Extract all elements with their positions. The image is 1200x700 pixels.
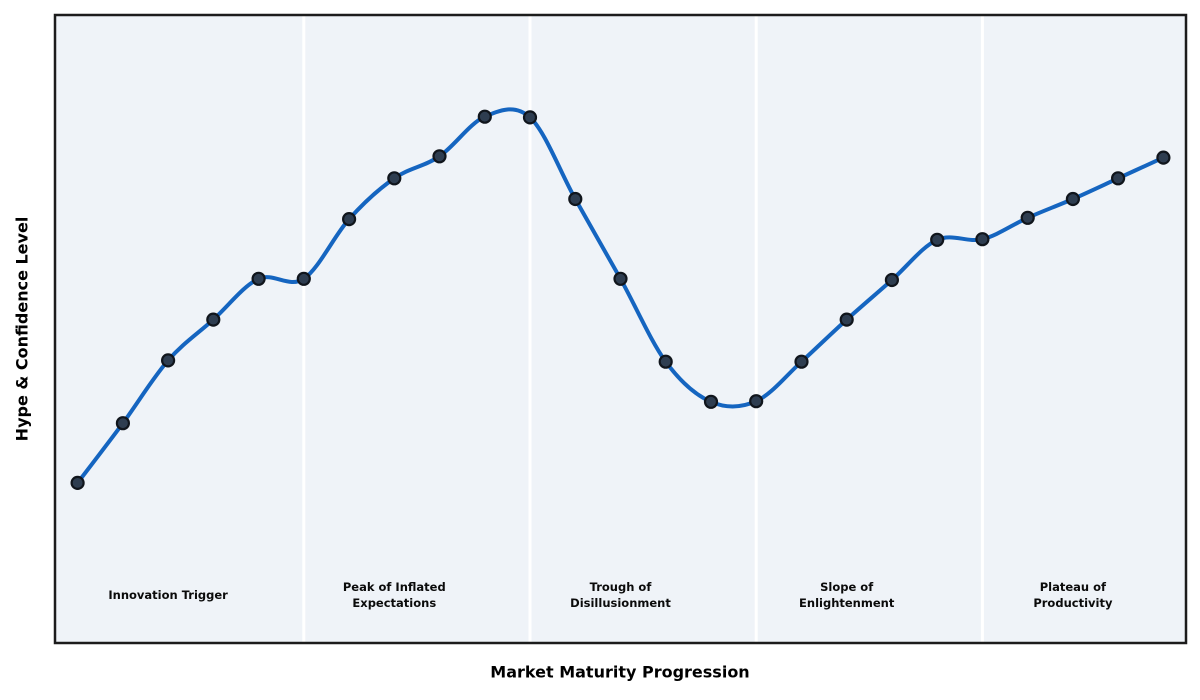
data-point-marker xyxy=(477,109,492,124)
phase-label-slope-of-enlightenment: Slope of Enlightenment xyxy=(799,580,895,610)
data-point-marker xyxy=(161,353,176,368)
plot-border xyxy=(53,13,1188,645)
data-point-marker xyxy=(1156,150,1171,165)
data-point-marker xyxy=(884,272,900,288)
data-point-marker xyxy=(342,212,357,227)
data-point-marker xyxy=(115,416,131,431)
data-point-marker xyxy=(975,232,990,247)
phase-separator xyxy=(302,15,306,643)
data-point-marker xyxy=(613,271,628,286)
data-point-marker xyxy=(703,394,719,409)
phase-label-innovation-trigger: Innovation Trigger xyxy=(108,588,228,602)
data-point-marker xyxy=(522,110,538,125)
phase-separator xyxy=(754,15,758,643)
phase-label-peak-of-inflated-expectations: Peak of Inflated Expectations xyxy=(342,580,446,610)
phase-label-plateau-of-productivity: Plateau of Productivity xyxy=(1033,580,1113,610)
phase-separator xyxy=(980,15,984,643)
data-point-marker xyxy=(1020,210,1035,225)
phase-label-trough-of-disillusionment: Trough of Disillusionment xyxy=(570,580,671,610)
data-point-marker xyxy=(70,475,85,490)
phase-separator xyxy=(528,15,532,643)
data-point-marker xyxy=(296,271,311,286)
data-point-marker xyxy=(206,312,221,327)
data-point-marker xyxy=(658,354,673,369)
data-point-marker xyxy=(568,191,583,207)
data-point-marker xyxy=(1065,191,1081,207)
data-point-marker xyxy=(1110,171,1126,186)
data-point-marker xyxy=(749,394,764,409)
data-point-marker xyxy=(839,312,854,327)
data-point-marker xyxy=(930,232,945,247)
data-point-marker xyxy=(432,149,447,164)
x-axis-label: Market Maturity Progression xyxy=(490,662,750,682)
data-point-marker xyxy=(794,354,809,369)
y-axis-label: Hype & Confidence Level xyxy=(12,216,32,442)
data-point-marker xyxy=(251,271,266,286)
plot-area xyxy=(55,15,1186,643)
data-point-marker xyxy=(387,171,402,186)
